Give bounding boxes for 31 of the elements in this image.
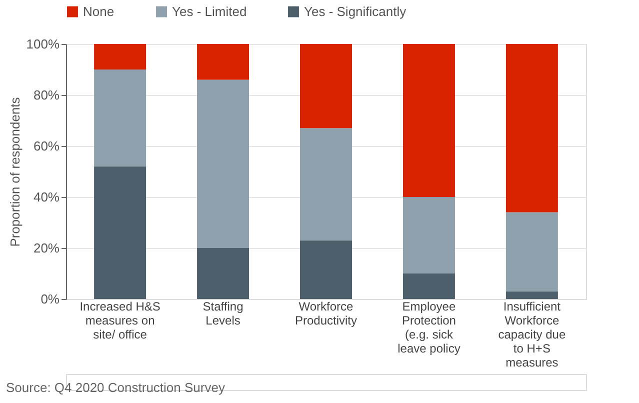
- bar: [506, 291, 558, 299]
- bar: [300, 44, 352, 128]
- bar: [506, 212, 558, 292]
- y-tick-label: 60%: [33, 138, 60, 154]
- bar: [402, 274, 455, 299]
- x-tick-label: Increased H&S measures on site/ office: [80, 300, 160, 342]
- y-tick-label: 40%: [33, 190, 60, 204]
- bar: [197, 248, 250, 299]
- y-tick-label: 100%: [26, 36, 60, 52]
- bar: [197, 80, 250, 248]
- legend-label: None: [83, 4, 114, 19]
- y-tick-label: 20%: [33, 240, 60, 256]
- y-axis-title: Proportion of respondents: [7, 96, 22, 247]
- x-tick-label: Workforce Productivity: [294, 300, 358, 328]
- y-tick-label: 0%: [40, 292, 60, 306]
- bar: [94, 166, 146, 299]
- bar: [402, 197, 455, 274]
- bar: [506, 44, 558, 212]
- x-tick-label: Insufficient Workforce capacity due to H+S measures: [498, 300, 566, 370]
- bar: [197, 44, 250, 80]
- bar: [300, 128, 352, 240]
- bar: [402, 44, 455, 197]
- legend-label: Yes - Limited: [172, 4, 247, 19]
- y-tick-label: 80%: [33, 88, 60, 102]
- x-tick-label: Staffing Levels: [202, 300, 244, 328]
- bar: [94, 70, 146, 166]
- bar: [300, 240, 352, 299]
- source-note: Source: Q4 2020 Construction Survey: [6, 380, 226, 395]
- x-tick-label: Employee Protection (e.g. sick leave policy: [398, 300, 460, 356]
- bar: [94, 44, 146, 70]
- legend-label: Yes - Significantly: [304, 4, 407, 19]
